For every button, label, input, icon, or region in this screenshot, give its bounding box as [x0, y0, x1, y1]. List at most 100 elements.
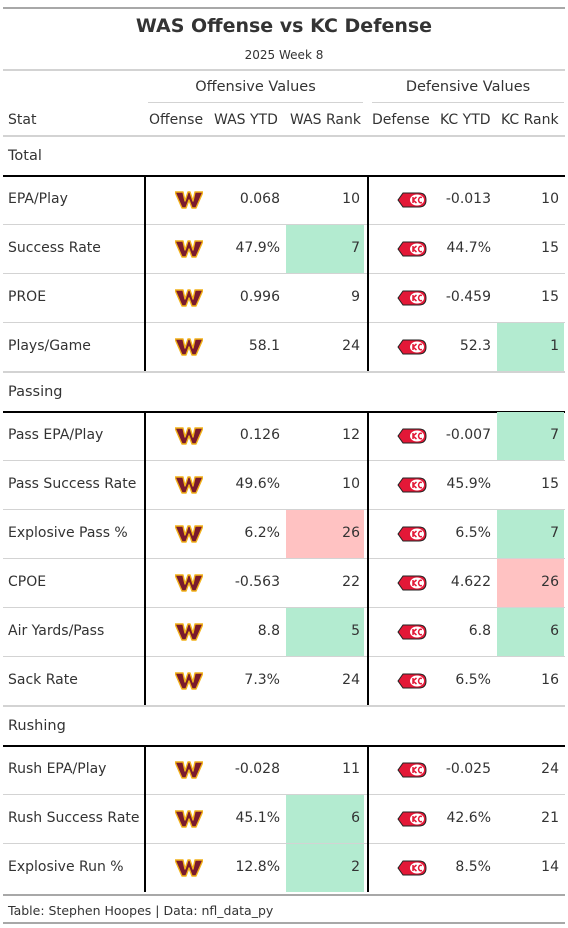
row-divider	[3, 460, 565, 461]
kc-ytd-value: 4.622	[450, 573, 491, 590]
defense-column-border	[367, 175, 369, 371]
defense-column-border	[367, 745, 369, 892]
was-rank-value: 10	[342, 190, 360, 207]
column-header-kc-rank: KC Rank	[501, 112, 559, 128]
was-rank-value: 22	[342, 573, 360, 590]
was-rank-highlight	[286, 608, 364, 656]
row-divider	[3, 273, 565, 274]
chiefs-logo-icon	[397, 623, 427, 641]
was-ytd-value: 45.1%	[235, 809, 280, 826]
was-ytd-value: 58.1	[248, 337, 280, 354]
commanders-logo-icon	[174, 190, 204, 209]
row-divider	[3, 558, 565, 559]
was-ytd-value: -0.563	[234, 573, 280, 590]
was-rank-value: 5	[351, 622, 360, 639]
commanders-logo-icon	[174, 671, 204, 690]
kc-rank-value: 15	[541, 475, 559, 492]
offensive-spanner-line	[148, 102, 363, 103]
commanders-logo-icon	[174, 337, 204, 356]
stat-name: EPA/Play	[8, 190, 68, 207]
was-rank-highlight	[286, 510, 364, 558]
table-subtitle: 2025 Week 8	[244, 48, 324, 62]
kc-ytd-value: -0.459	[445, 288, 491, 305]
kc-ytd-value: 44.7%	[446, 239, 491, 256]
commanders-logo-icon	[174, 524, 204, 543]
kc-rank-highlight	[497, 608, 564, 656]
commanders-logo-icon	[174, 809, 204, 828]
row-divider	[3, 322, 565, 323]
kc-rank-value: 21	[541, 809, 559, 826]
was-rank-value: 11	[342, 760, 360, 777]
kc-rank-highlight	[497, 559, 564, 607]
row-divider	[3, 509, 565, 510]
column-header-offense: Offense	[149, 112, 204, 128]
column-header-stat: Stat	[8, 112, 37, 128]
group-bottom-border	[3, 371, 565, 373]
chiefs-logo-icon	[397, 574, 427, 592]
chiefs-logo-icon	[397, 859, 427, 877]
group-label-rushing: Rushing	[8, 718, 66, 734]
defensive-values-spanner: Defensive Values	[405, 79, 531, 95]
offensive-values-spanner: Offensive Values	[195, 79, 316, 95]
offense-column-border	[144, 411, 146, 705]
defensive-spanner-line	[372, 102, 564, 103]
chiefs-logo-icon	[397, 810, 427, 828]
was-ytd-value: 47.9%	[235, 239, 280, 256]
top-border	[3, 7, 565, 9]
was-ytd-value: 0.996	[239, 288, 280, 305]
row-divider	[3, 224, 565, 225]
was-ytd-value: 49.6%	[235, 475, 280, 492]
kc-ytd-value: 8.5%	[455, 858, 491, 875]
was-rank-value: 24	[342, 671, 360, 688]
stat-name: Explosive Pass %	[8, 524, 128, 541]
kc-ytd-value: 52.3	[459, 337, 491, 354]
was-rank-highlight	[286, 225, 364, 273]
stat-name: Rush Success Rate	[8, 809, 140, 826]
kc-rank-value: 6	[550, 622, 559, 639]
was-ytd-value: 0.068	[239, 190, 280, 207]
commanders-logo-icon	[174, 426, 204, 445]
row-divider	[3, 656, 565, 657]
stat-name: CPOE	[8, 573, 47, 590]
table-title: WAS Offense vs KC Defense	[135, 15, 433, 37]
kc-ytd-value: -0.007	[445, 426, 491, 443]
kc-rank-value: 15	[541, 288, 559, 305]
was-rank-value: 24	[342, 337, 360, 354]
kc-rank-highlight	[497, 510, 564, 558]
stat-name: Explosive Run %	[8, 858, 124, 875]
stat-name: Pass EPA/Play	[8, 426, 104, 443]
defense-column-border	[367, 411, 369, 705]
column-header-defense: Defense	[372, 112, 430, 128]
chiefs-logo-icon	[397, 240, 427, 258]
chiefs-logo-icon	[397, 191, 427, 209]
stat-name: Success Rate	[8, 239, 101, 256]
kc-ytd-value: -0.025	[445, 760, 491, 777]
group-label-passing: Passing	[8, 384, 63, 400]
chiefs-logo-icon	[397, 672, 427, 690]
was-ytd-value: 8.8	[257, 622, 280, 639]
commanders-logo-icon	[174, 760, 204, 779]
was-rank-value: 9	[351, 288, 360, 305]
kc-rank-value: 16	[541, 671, 559, 688]
was-rank-value: 26	[342, 524, 360, 541]
source-note: Table: Stephen Hoopes | Data: nfl_data_p…	[8, 903, 274, 918]
stat-name: Air Yards/Pass	[8, 622, 105, 639]
kc-rank-value: 10	[541, 190, 559, 207]
offense-column-border	[144, 175, 146, 371]
was-rank-value: 6	[351, 809, 360, 826]
stat-name: PROE	[8, 288, 47, 305]
stat-name: Sack Rate	[8, 671, 78, 688]
chiefs-logo-icon	[397, 338, 427, 356]
kc-ytd-value: 42.6%	[446, 809, 491, 826]
group-label-total: Total	[8, 148, 42, 164]
kc-rank-value: 1	[550, 337, 559, 354]
stat-name: Rush EPA/Play	[8, 760, 107, 777]
chiefs-logo-icon	[397, 476, 427, 494]
was-rank-highlight	[286, 795, 364, 843]
was-rank-value: 2	[351, 858, 360, 875]
offense-column-border	[144, 745, 146, 892]
column-header-was-ytd: WAS YTD	[214, 112, 278, 128]
kc-rank-value: 26	[541, 573, 559, 590]
kc-ytd-value: 6.5%	[455, 671, 491, 688]
